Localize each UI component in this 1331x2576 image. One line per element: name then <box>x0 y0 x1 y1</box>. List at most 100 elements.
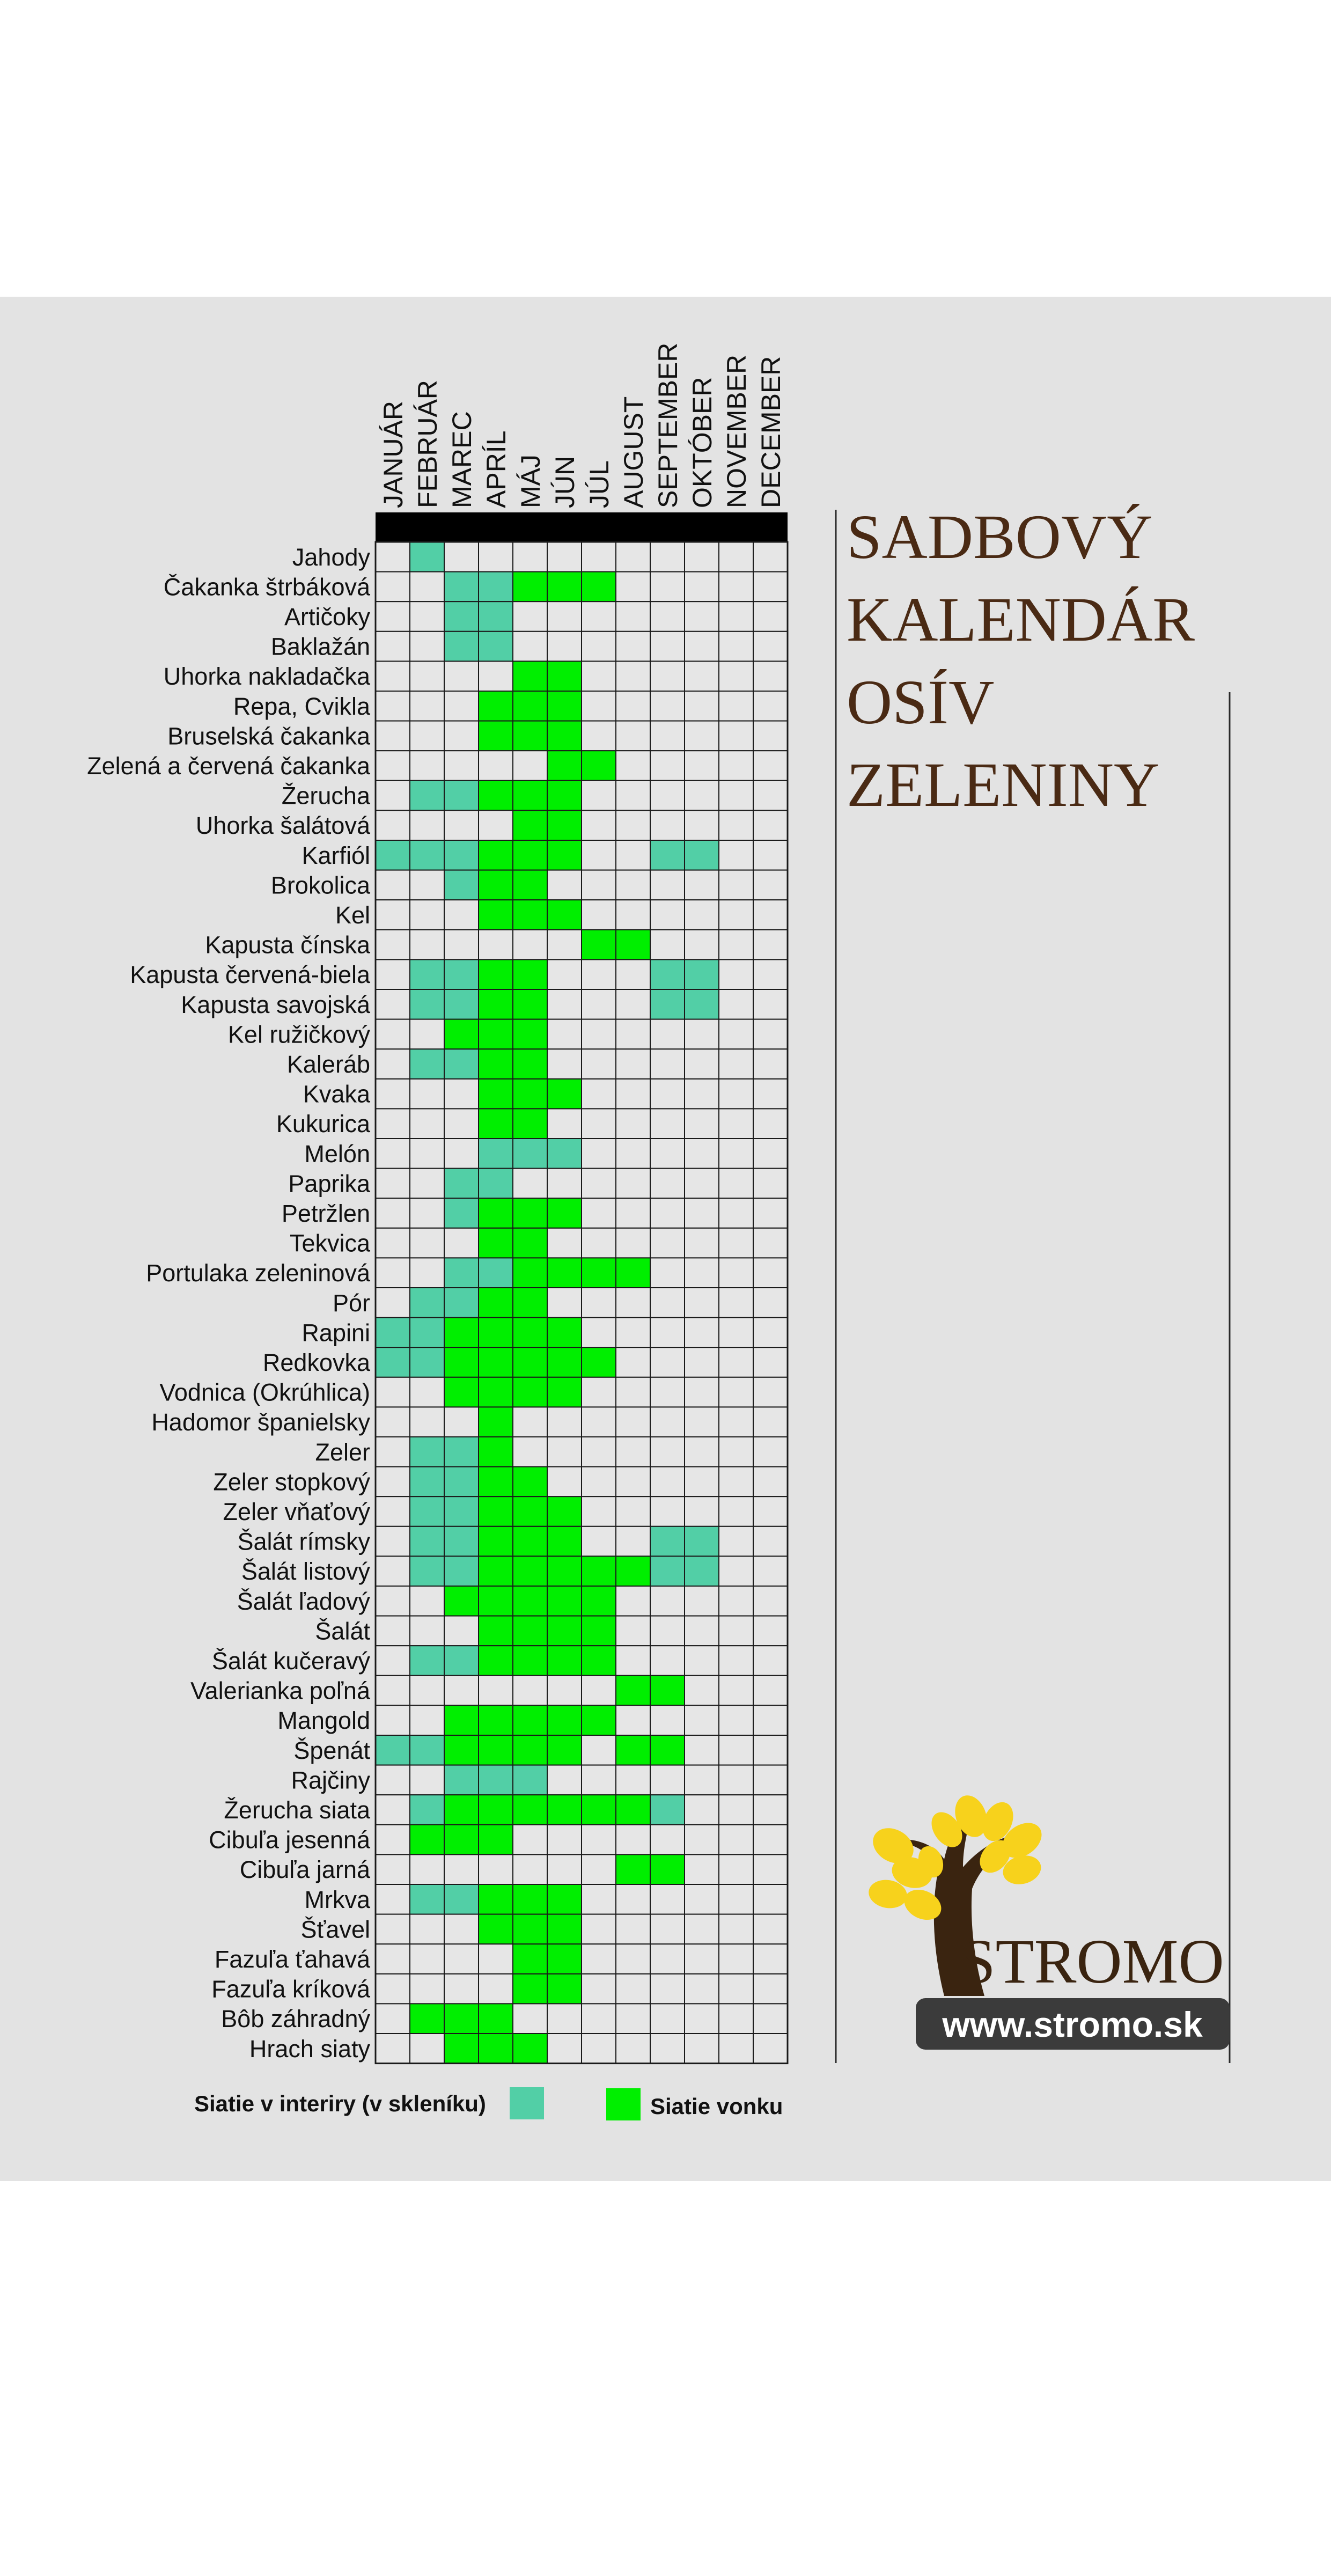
cell-empty <box>718 1884 754 1915</box>
cell-outdoor <box>581 571 616 603</box>
cell-outdoor <box>547 1645 582 1676</box>
cell-empty <box>375 1555 410 1587</box>
legend-outdoor-label: Siatie vonku <box>650 2094 783 2119</box>
cell-indoor <box>478 1138 513 1169</box>
cell-empty <box>444 899 479 930</box>
vegetable-label: Mrkva <box>305 1886 371 1913</box>
cell-outdoor <box>444 1705 479 1736</box>
cell-empty <box>409 1615 445 1647</box>
cell-empty <box>444 810 479 841</box>
brand-name: STROMO <box>960 1926 1224 1997</box>
cell-indoor <box>375 840 410 871</box>
cell-empty <box>718 1138 754 1169</box>
cell-indoor <box>409 1317 445 1348</box>
cell-outdoor <box>444 1794 479 1825</box>
cell-outdoor <box>478 1078 513 1110</box>
cell-outdoor <box>478 1406 513 1437</box>
cell-empty <box>409 1376 445 1408</box>
cell-empty <box>615 780 651 811</box>
vegetable-label: Redkovka <box>263 1349 371 1376</box>
cell-empty <box>615 810 651 841</box>
cell-outdoor <box>512 1735 548 1766</box>
cell-empty <box>375 1973 410 2005</box>
cell-empty <box>684 1645 719 1676</box>
cell-empty <box>684 1615 719 1647</box>
cell-empty <box>409 1913 445 1945</box>
cell-empty <box>615 899 651 930</box>
vegetable-label: Rapini <box>302 1319 370 1346</box>
month-label: NOVEMBER <box>722 355 752 508</box>
cell-empty <box>753 1108 788 1139</box>
cell-empty <box>581 1198 616 1229</box>
cell-empty <box>375 601 410 632</box>
cell-empty <box>444 1078 479 1110</box>
cell-outdoor <box>547 1973 582 2005</box>
website-link[interactable]: www.stromo.sk <box>942 2005 1203 2044</box>
cell-empty <box>478 660 513 692</box>
cell-outdoor <box>512 1078 548 1110</box>
cell-empty <box>581 1943 616 1975</box>
cell-empty <box>444 1854 479 1885</box>
cell-empty <box>718 1586 754 1617</box>
cell-outdoor <box>581 1257 616 1288</box>
cell-empty <box>581 2033 616 2064</box>
cell-empty <box>718 1764 754 1796</box>
cell-empty <box>615 541 651 573</box>
cell-empty <box>718 1227 754 1259</box>
cell-empty <box>718 1466 754 1498</box>
cell-outdoor <box>615 1735 651 1766</box>
cell-empty <box>650 1705 685 1736</box>
cell-empty <box>512 750 548 781</box>
cell-empty <box>444 1615 479 1647</box>
cell-empty <box>409 2033 445 2064</box>
cell-empty <box>718 1824 754 1855</box>
cell-outdoor <box>650 1735 685 1766</box>
cell-indoor <box>684 989 719 1020</box>
cell-empty <box>684 1884 719 1915</box>
vegetable-label: Kel <box>335 901 370 929</box>
cell-outdoor <box>512 571 548 603</box>
cell-empty <box>718 840 754 871</box>
cell-empty <box>375 1168 410 1199</box>
cell-empty <box>650 1645 685 1676</box>
cell-empty <box>718 1735 754 1766</box>
cell-empty <box>684 1138 719 1169</box>
month-label: FEBRUÁR <box>413 380 443 508</box>
cell-empty <box>375 1198 410 1229</box>
cell-indoor <box>444 959 479 990</box>
cell-empty <box>615 1913 651 1945</box>
cell-empty <box>547 1108 582 1139</box>
cell-empty <box>684 1018 719 1050</box>
vegetable-label: Fazuľa kríková <box>211 1976 371 2003</box>
cell-empty <box>615 750 651 781</box>
cell-empty <box>753 601 788 632</box>
cell-outdoor <box>581 1705 616 1736</box>
cell-indoor <box>444 601 479 632</box>
vegetable-label: Žerucha <box>282 782 371 810</box>
cell-empty <box>718 691 754 722</box>
cell-indoor <box>684 1555 719 1587</box>
cell-indoor <box>409 1645 445 1676</box>
cell-empty <box>684 1675 719 1706</box>
month-label: DECEMBER <box>756 356 786 508</box>
cell-empty <box>753 899 788 930</box>
cell-empty <box>547 989 582 1020</box>
cell-outdoor <box>547 1496 582 1527</box>
cell-indoor <box>684 840 719 871</box>
cell-empty <box>581 1675 616 1706</box>
cell-empty <box>581 1466 616 1498</box>
cell-empty <box>684 810 719 841</box>
cell-indoor <box>650 1555 685 1587</box>
cell-outdoor <box>444 1018 479 1050</box>
vegetable-label: Uhorka šalátová <box>196 812 371 839</box>
cell-empty <box>547 1854 582 1885</box>
month-label: MÁJ <box>516 454 546 508</box>
cell-empty <box>718 1973 754 2005</box>
cell-empty <box>615 1406 651 1437</box>
cell-empty <box>718 1108 754 1139</box>
cell-outdoor <box>650 1854 685 1885</box>
vegetable-label: Kapusta savojská <box>181 991 371 1018</box>
cell-empty <box>650 1018 685 1050</box>
legend: Siatie v interiry (v skleníku) Siatie vo… <box>194 2087 783 2120</box>
cell-outdoor <box>547 750 582 781</box>
